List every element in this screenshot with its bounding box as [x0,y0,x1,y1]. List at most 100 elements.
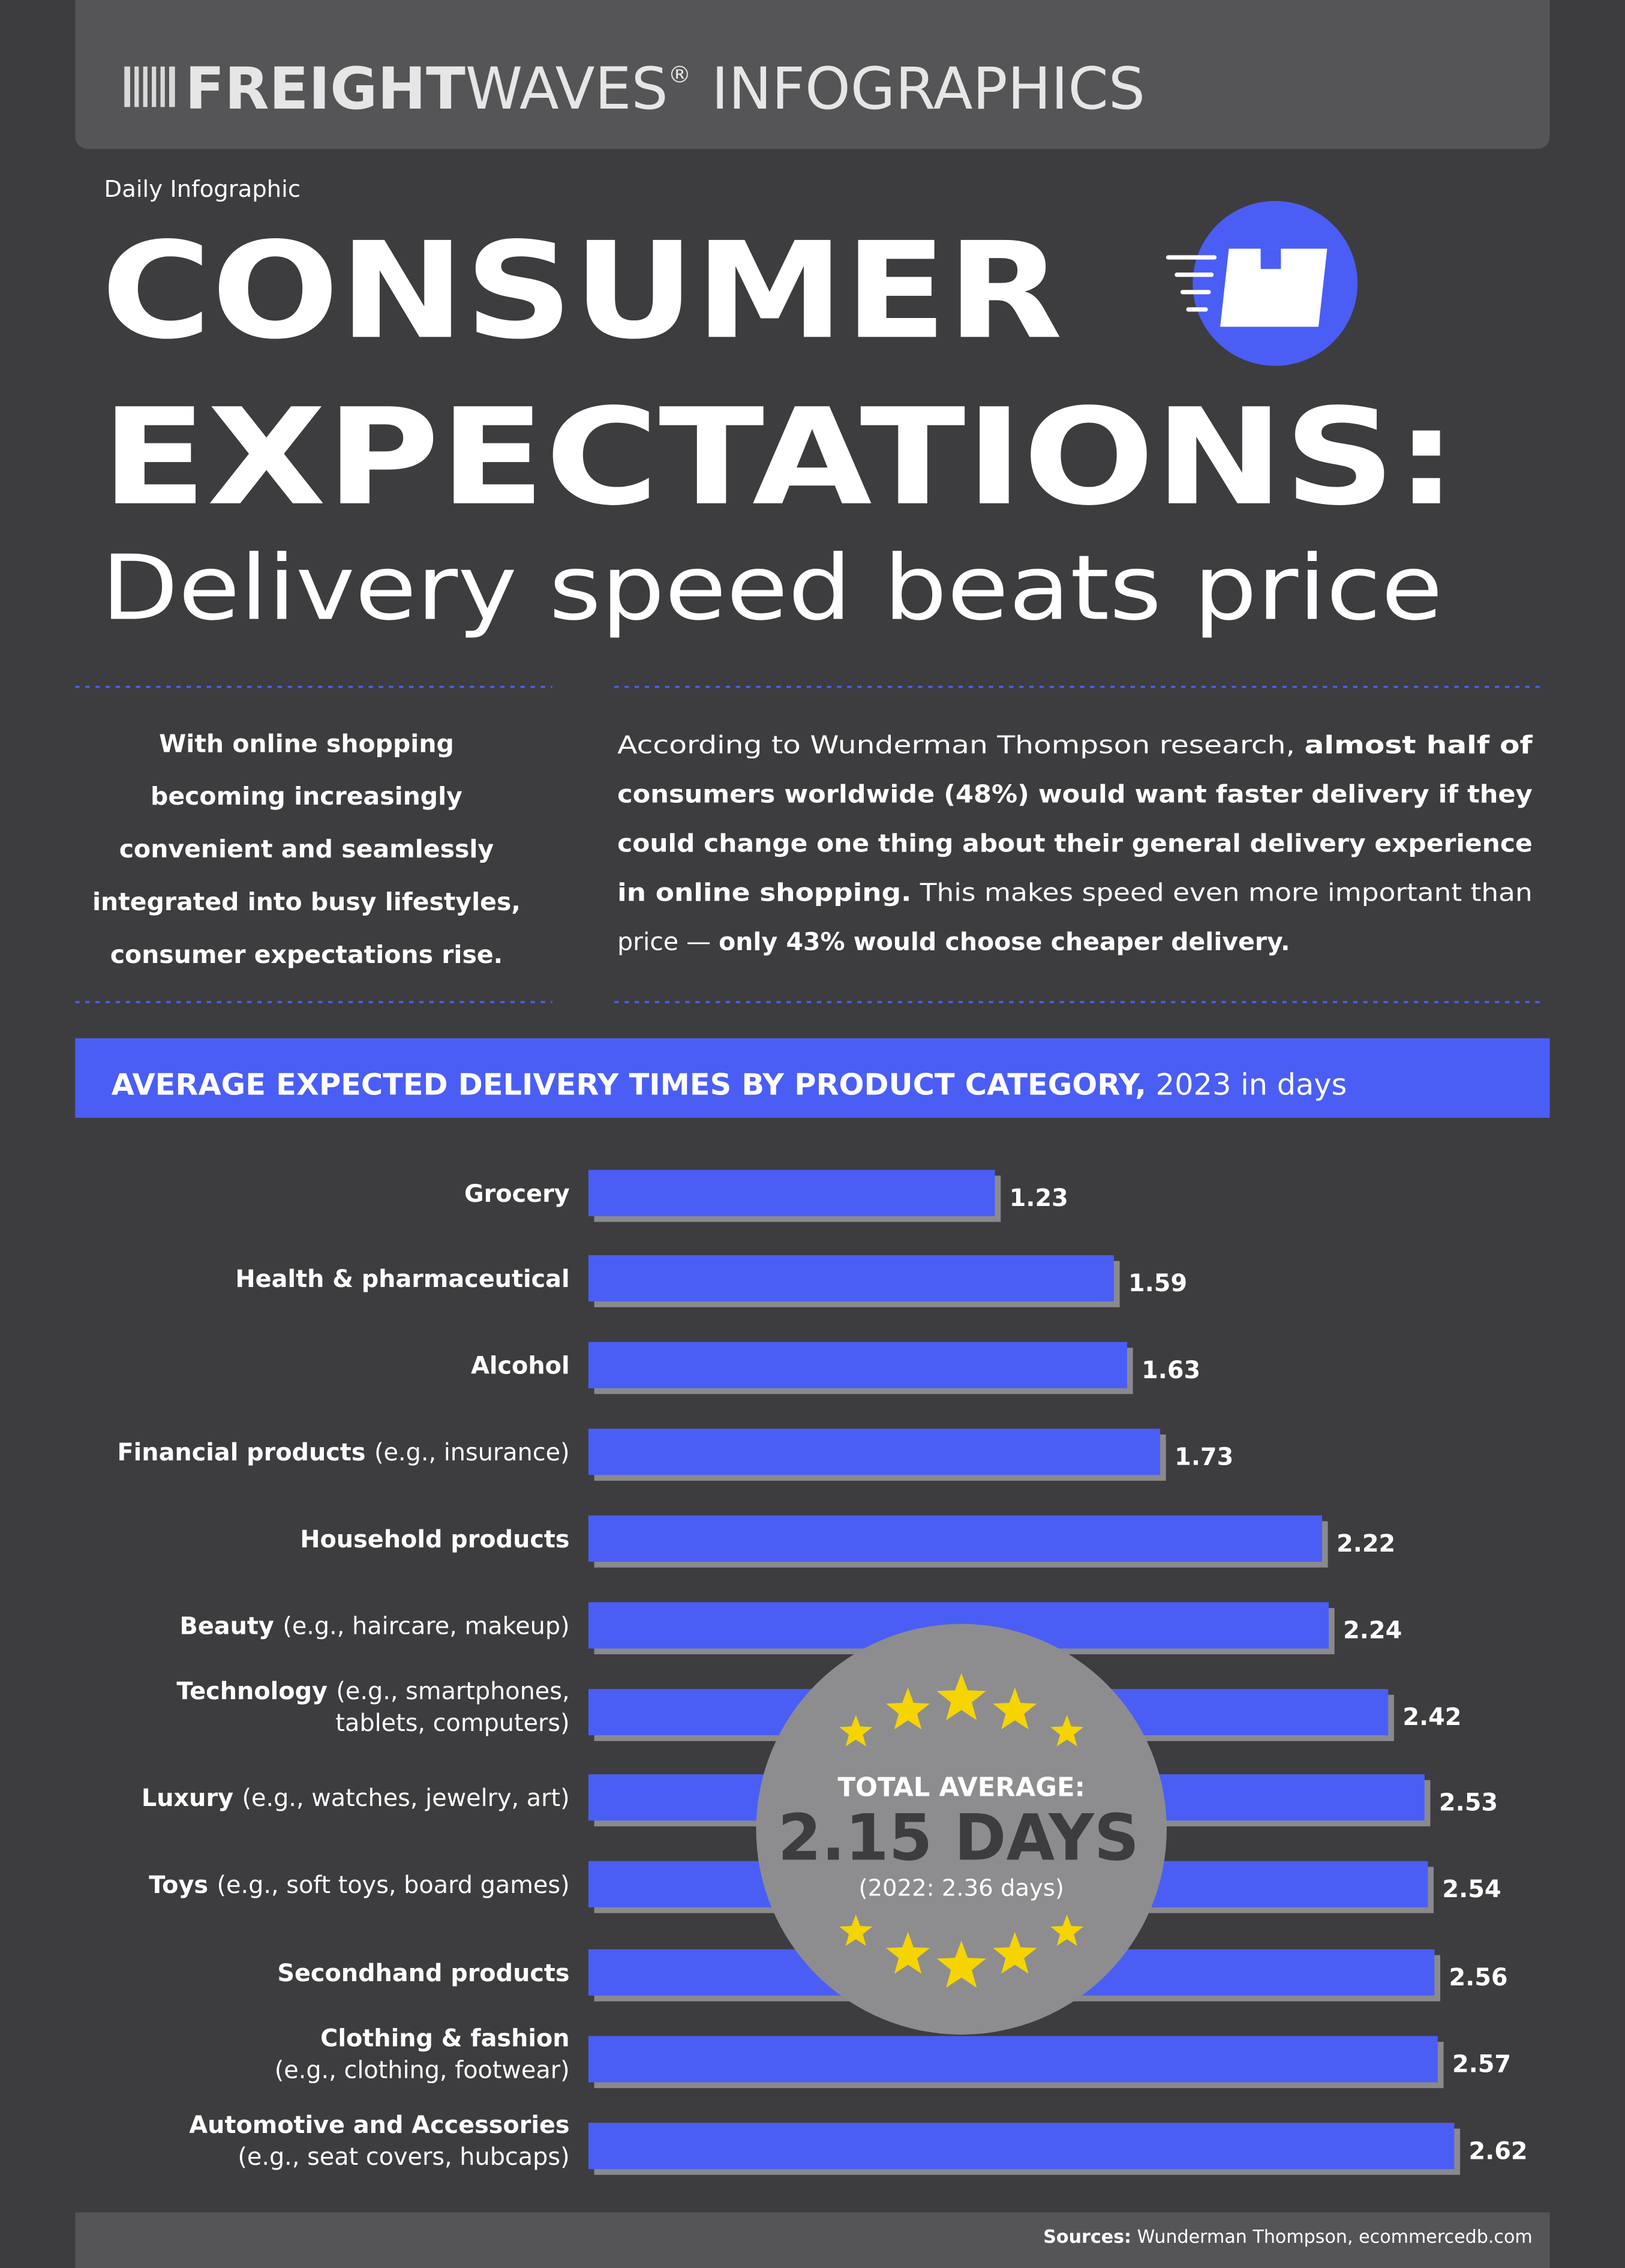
bar [588,1255,1114,1302]
brand-light: WAVES [465,55,668,122]
brand-registered: ® [668,61,692,88]
category-name: Automotive and Accessories [189,2111,569,2139]
category-name: Grocery [464,1180,570,1208]
bar [588,2036,1438,2083]
footer-box [75,2212,1550,2268]
sources-label: Sources: [1043,2227,1131,2248]
paragraph-run: in online shopping. [617,878,911,907]
category-name: Technology [176,1678,328,1705]
subtitle: Delivery speed beats price [101,536,1443,641]
logo-icon [124,66,175,107]
sources-text: Wunderman Thompson, ecommercedb.com [1131,2227,1533,2248]
total-previous: (2022: 2.36 days) [858,1875,1064,1902]
dividers [75,685,1545,1004]
paragraph-run: consumers worldwide (48%) would want fas… [617,780,1533,809]
category-name: Household products [300,1526,569,1553]
star [839,1715,873,1747]
intro-line: consumer expectations rise. [110,940,503,969]
category-name: Toys [149,1871,208,1899]
paragraph-run: This makes speed even more important tha… [911,878,1532,907]
category-label: Luxury (e.g., watches, jewelry, art) [142,1784,570,1812]
delivery-icon [1166,201,1358,366]
chart-title: AVERAGE EXPECTED DELIVERY TIMES BY PRODU… [112,1067,1146,1102]
category-name: Beauty [180,1612,274,1640]
category-name: Health & pharmaceutical [235,1265,569,1293]
bar [588,1515,1323,1562]
category-label: Clothing & fashion [320,2024,569,2052]
category-note: (e.g., insurance) [374,1439,570,1466]
value-label: 2.54 [1442,1876,1501,1903]
category-name: Secondhand products [277,1960,569,1987]
bar [588,1342,1127,1388]
total-label: TOTAL AVERAGE: [838,1772,1085,1802]
paragraph-line: price — only 43% would choose cheaper de… [617,927,1290,956]
value-label: 2.53 [1439,1789,1498,1816]
value-label: 2.62 [1469,2137,1528,2165]
category-label: Automotive and Accessories [189,2111,569,2139]
category-name: Alcohol [471,1352,569,1380]
category-note: (e.g., clothing, footwear) [275,2056,570,2084]
header-box [75,0,1550,149]
paragraph-line: could change one thing about their gener… [617,829,1533,858]
header-logo: FREIGHTWAVES® INFOGRAPHICS [185,55,1146,122]
star [936,1940,986,1988]
bar [588,2123,1455,2170]
star [885,1931,930,1974]
total-value: 2.15 DAYS [778,1801,1140,1875]
tag: Daily Infographic [104,176,301,203]
paragraph-line: According to Wunderman Thompson research… [617,731,1533,760]
category-label: Health & pharmaceutical [235,1265,569,1293]
paragraph-line: consumers worldwide (48%) would want fas… [617,780,1533,809]
star [1050,1914,1084,1946]
value-label: 2.42 [1402,1703,1461,1731]
category-label: Technology (e.g., smartphones, [176,1678,569,1705]
category-label: Household products [300,1526,569,1553]
bar [588,1169,995,1216]
paragraph-run: price — [617,927,719,956]
category-label: tablets, computers) [335,1709,569,1737]
intro-line: With online shopping [159,729,454,758]
category-label: Beauty (e.g., haircare, makeup) [180,1612,570,1640]
category-name: Clothing & fashion [320,2024,569,2052]
value-label: 1.73 [1175,1443,1233,1471]
category-note: (e.g., haircare, makeup) [283,1612,569,1640]
category-label: Toys (e.g., soft toys, board games) [149,1871,569,1899]
category-label: (e.g., clothing, footwear) [275,2056,570,2084]
category-name: Financial products [118,1439,366,1466]
chart-banner [75,1038,1550,1118]
value-label: 1.23 [1010,1184,1068,1212]
chart-heading: AVERAGE EXPECTED DELIVERY TIMES BY PRODU… [112,1067,1347,1102]
category-label: Secondhand products [277,1960,569,1987]
category-note: tablets, computers) [335,1709,569,1737]
brand-bold: FREIGHT [185,55,466,122]
paragraph: According to Wunderman Thompson research… [617,731,1533,956]
star [885,1687,930,1730]
star [839,1914,873,1946]
star [1050,1715,1084,1747]
category-note: (e.g., smartphones, [336,1678,569,1705]
value-label: 2.24 [1343,1617,1402,1645]
paragraph-line: in online shopping. This makes speed eve… [617,878,1533,907]
header-title: INFOGRAPHICS [711,55,1145,122]
value-label: 2.22 [1336,1530,1395,1558]
star [993,1931,1037,1974]
paragraph-run: only 43% would choose cheaper delivery. [719,927,1290,956]
chart-subtitle: 2023 in days [1146,1067,1347,1102]
category-label: Grocery [464,1180,570,1208]
intro-line: integrated into busy lifestyles, [92,887,521,916]
total-average-badge: TOTAL AVERAGE: 2.15 DAYS (2022: 2.36 day… [756,1624,1167,2035]
value-label: 1.63 [1142,1357,1200,1384]
bar [588,1429,1161,1475]
paragraph-run: According to Wunderman Thompson research… [617,731,1304,760]
star [936,1673,986,1721]
value-label: 1.59 [1128,1270,1187,1297]
category-note: (e.g., seat covers, hubcaps) [238,2143,569,2171]
value-label: 2.56 [1449,1964,1507,1991]
category-label: (e.g., seat covers, hubcaps) [238,2143,569,2171]
intro-line: becoming increasingly [151,782,462,811]
sources: Sources: Wunderman Thompson, ecommercedb… [1043,2227,1533,2248]
intro: With online shopping becoming increasingl… [92,729,521,969]
category-note: (e.g., watches, jewelry, art) [242,1784,569,1812]
category-label: Alcohol [471,1352,569,1380]
